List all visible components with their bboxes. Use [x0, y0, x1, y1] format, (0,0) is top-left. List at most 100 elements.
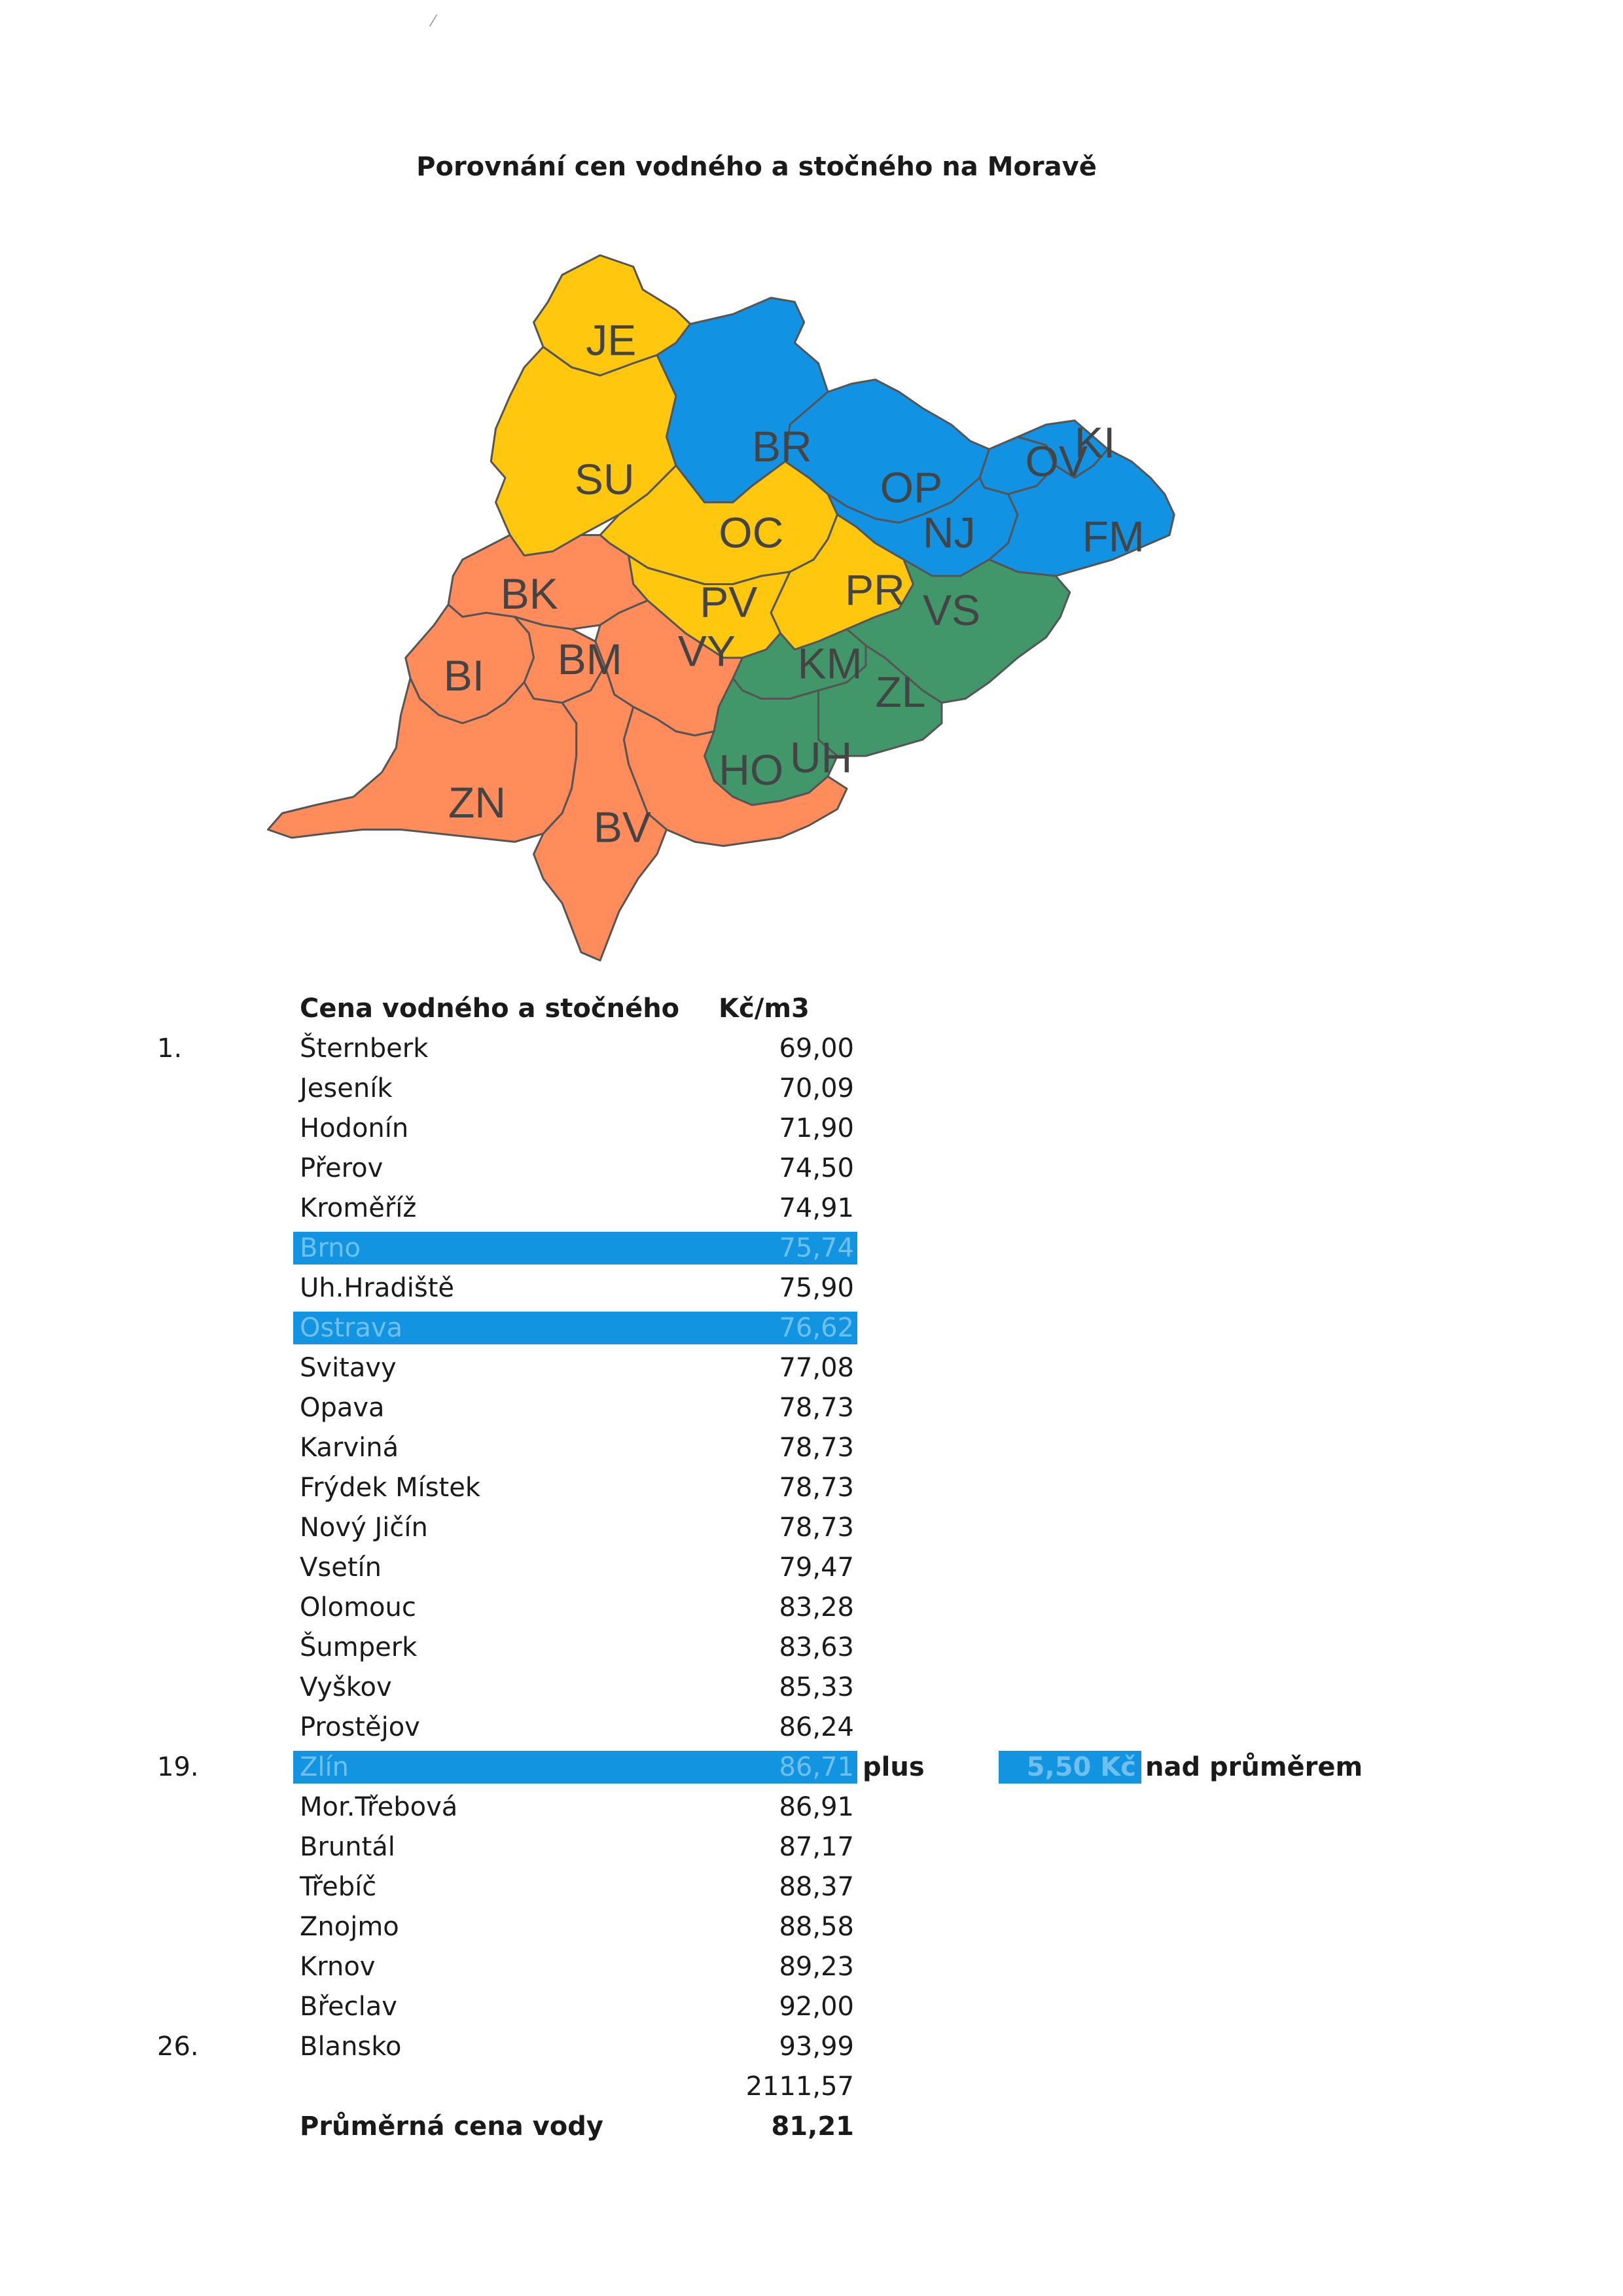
row-city: Svitavy — [300, 1353, 397, 1383]
row-price: 87,17 — [779, 1832, 854, 1862]
map-label-vy: VY — [678, 627, 736, 675]
map-label-bv: BV — [594, 802, 651, 851]
sum-value: 2111,57 — [745, 2072, 854, 2102]
table-row: Frýdek Místek 78,73 — [0, 1467, 1623, 1507]
highlight-bar — [293, 1232, 857, 1265]
row-price: 78,73 — [779, 1433, 854, 1463]
map-label-nj: NJ — [923, 508, 976, 556]
row-price: 78,73 — [779, 1513, 854, 1543]
table-row: Krnov 89,23 — [0, 1946, 1623, 1986]
row-city: Brno — [300, 1233, 361, 1263]
table-row: Břeclav 92,00 — [0, 1986, 1623, 2026]
table-row: Vyškov 85,33 — [0, 1667, 1623, 1707]
table-row: Karviná 78,73 — [0, 1427, 1623, 1467]
page-title: Porovnání cen vodného a stočného na Mora… — [416, 152, 1097, 182]
row-price: 85,33 — [779, 1672, 854, 1702]
row-price: 76,62 — [779, 1313, 854, 1343]
row-price: 69,00 — [779, 1033, 854, 1064]
row-price: 86,24 — [779, 1712, 854, 1742]
row-price: 78,73 — [779, 1393, 854, 1423]
table-row: 26. Blansko 93,99 — [0, 2026, 1623, 2066]
highlight-bar — [293, 1312, 857, 1344]
row-city: Krnov — [300, 1952, 376, 1982]
table-row: Nový Jičín 78,73 — [0, 1507, 1623, 1547]
row-city: Znojmo — [300, 1912, 399, 1942]
map-label-km: KM — [798, 639, 863, 687]
row-price: 88,37 — [779, 1872, 854, 1902]
sum-row: 2111,57 — [0, 2066, 1623, 2106]
row-city: Nový Jičín — [300, 1513, 428, 1543]
average-value: 81,21 — [771, 2111, 854, 2142]
row-price: 79,47 — [779, 1552, 854, 1583]
table-row: Bruntál 87,17 — [0, 1827, 1623, 1867]
map-label-bi: BI — [444, 651, 484, 700]
table-row: Šumperk 83,63 — [0, 1627, 1623, 1667]
table-row: Vsetín 79,47 — [0, 1547, 1623, 1587]
row-city: Přerov — [300, 1153, 383, 1183]
table-row: Svitavy 77,08 — [0, 1348, 1623, 1388]
row-price: 74,50 — [779, 1153, 854, 1183]
row-city: Šumperk — [300, 1632, 418, 1662]
table-row: Olomouc 83,28 — [0, 1587, 1623, 1627]
row-price: 83,28 — [779, 1592, 854, 1623]
row-price: 70,09 — [779, 1073, 854, 1103]
table-row: 1. Šternberk 69,00 — [0, 1028, 1623, 1068]
map-label-ho: HO — [719, 745, 783, 794]
row-city: Vyškov — [300, 1672, 392, 1702]
row-price: 78,73 — [779, 1473, 854, 1503]
map-label-ov: OV — [1026, 437, 1088, 486]
header-unit: Kč/m3 — [719, 994, 810, 1024]
row-price: 93,99 — [779, 2032, 854, 2062]
row-price: 86,71 — [779, 1752, 854, 1782]
map-label-op: OP — [880, 463, 942, 512]
row-city: Uh.Hradiště — [300, 1273, 455, 1303]
table-row: Třebíč 88,37 — [0, 1867, 1623, 1907]
row-city: Jeseník — [300, 1073, 393, 1103]
map-label-su: SU — [575, 455, 635, 503]
row-city: Ostrava — [300, 1313, 403, 1343]
row-price: 86,91 — [779, 1792, 854, 1822]
row-city: Třebíč — [300, 1872, 377, 1902]
row-price: 92,00 — [779, 1992, 854, 2022]
table-row: Přerov 74,50 — [0, 1148, 1623, 1188]
map-region-bv — [533, 665, 668, 961]
row-city: Hodonín — [300, 1113, 409, 1143]
average-row: Průměrná cena vody 81,21 — [0, 2106, 1623, 2146]
row-city: Břeclav — [300, 1992, 397, 2022]
row-city: Frýdek Místek — [300, 1473, 481, 1503]
difference-label: nad průměrem — [1145, 1752, 1363, 1782]
table-row: Opava 78,73 — [0, 1388, 1623, 1427]
row-city: Opava — [300, 1393, 385, 1423]
scan-mark: ⁄ — [432, 12, 435, 30]
table-row: Znojmo 88,58 — [0, 1907, 1623, 1946]
map-label-bm: BM — [558, 635, 622, 683]
table-row: Prostějov 86,24 — [0, 1707, 1623, 1747]
map-label-uh: UH — [790, 733, 852, 781]
map-label-zn: ZN — [448, 778, 506, 827]
table-row: Hodonín 71,90 — [0, 1108, 1623, 1148]
map-label-ki: KI — [1075, 418, 1115, 467]
table-row: 19. Zlín 86,71 plus 5,50 Kč nad průměrem — [0, 1747, 1623, 1787]
row-price: 71,90 — [779, 1113, 854, 1143]
row-city: Šternberk — [300, 1033, 429, 1064]
table-row: Ostrava 76,62 — [0, 1308, 1623, 1348]
map-label-je: JE — [586, 316, 636, 365]
map-label-fm: FM — [1082, 512, 1145, 561]
map-label-zl: ZL — [876, 668, 926, 716]
row-city: Blansko — [300, 2032, 402, 2062]
map-label-pr: PR — [845, 565, 905, 614]
row-price: 75,74 — [779, 1233, 854, 1263]
table-row: Brno 75,74 — [0, 1228, 1623, 1268]
table-header: Cena vodného a stočného Kč/m3 — [0, 988, 1623, 1028]
row-rank: 26. — [157, 2032, 199, 2062]
table-row: Mor.Třebová 86,91 — [0, 1787, 1623, 1827]
row-price: 83,63 — [779, 1632, 854, 1662]
map-region-zl — [817, 644, 943, 757]
row-price: 89,23 — [779, 1952, 854, 1982]
table-row: Kroměříž 74,91 — [0, 1188, 1623, 1228]
map-label-bk: BK — [501, 569, 558, 618]
difference-highlight — [999, 1751, 1141, 1784]
map-label-oc: OC — [719, 508, 783, 556]
row-rank: 19. — [157, 1752, 199, 1782]
row-city: Zlín — [300, 1752, 349, 1782]
